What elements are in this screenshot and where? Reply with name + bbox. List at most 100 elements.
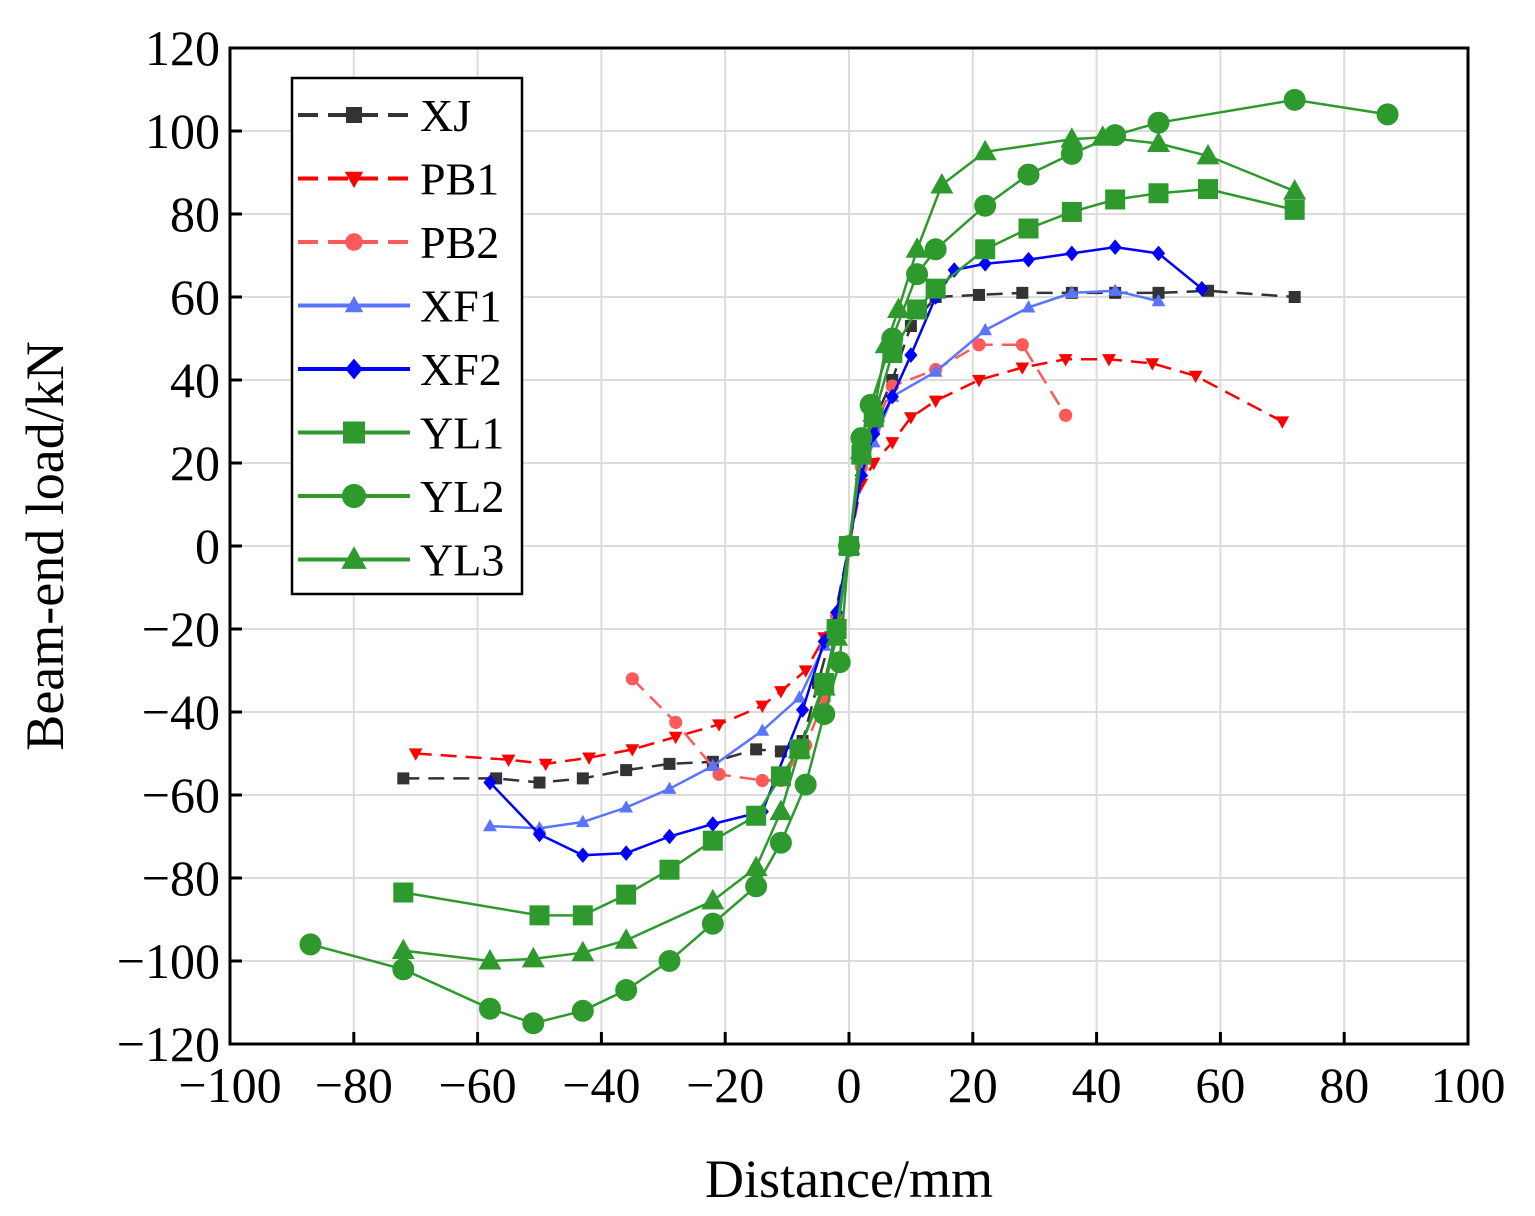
y-axis-title: Beam-end load/kN: [15, 341, 75, 750]
data-point: [701, 888, 725, 910]
x-tick-label: −100: [178, 1057, 281, 1113]
data-point: [702, 830, 723, 851]
data-point: [750, 743, 763, 756]
data-point: [669, 715, 683, 729]
data-point: [1016, 286, 1029, 299]
legend-label: PB1: [420, 154, 499, 205]
data-point: [1018, 218, 1039, 239]
legend-label: PB2: [420, 217, 499, 268]
legend-marker: [346, 107, 362, 123]
x-tick-label: 100: [1431, 1057, 1506, 1113]
data-point: [1060, 142, 1083, 165]
legend-item-yl3: YL3: [298, 535, 504, 586]
data-point: [1195, 280, 1209, 297]
data-point: [905, 237, 929, 258]
data-point: [924, 238, 947, 261]
data-point: [972, 338, 986, 352]
data-point: [947, 262, 961, 278]
data-point: [1017, 163, 1040, 186]
data-point: [391, 938, 415, 960]
y-tick-label: 120: [145, 20, 220, 76]
data-point: [1147, 131, 1170, 152]
data-point: [813, 703, 836, 726]
y-tick-label: −100: [117, 933, 220, 989]
y-tick-label: −120: [117, 1016, 220, 1072]
data-point: [837, 534, 861, 555]
legend-marker: [343, 421, 365, 444]
x-tick-label: 60: [1195, 1057, 1245, 1113]
series-group: [299, 88, 1399, 1035]
y-tick-label: 80: [170, 186, 220, 242]
data-point: [571, 940, 595, 962]
data-point: [1064, 285, 1079, 298]
data-point: [620, 764, 633, 777]
y-tick-label: −20: [142, 601, 220, 657]
data-point: [1283, 179, 1307, 200]
data-point: [659, 859, 680, 880]
data-point: [1148, 183, 1169, 204]
legend-item-xf1: XF1: [298, 281, 502, 332]
x-tick-label: 20: [948, 1057, 998, 1113]
x-tick-label: −60: [438, 1057, 516, 1113]
data-point: [1015, 362, 1030, 375]
data-point: [774, 686, 788, 699]
data-point: [972, 288, 985, 301]
data-point: [1021, 251, 1036, 268]
legend-item-xf2: XF2: [298, 344, 502, 395]
data-point: [614, 928, 638, 949]
data-point: [874, 332, 898, 354]
legend-item-yl1: YL1: [298, 408, 504, 459]
data-point: [1147, 111, 1170, 134]
data-point: [867, 426, 881, 442]
data-point: [522, 1012, 545, 1035]
data-point: [706, 816, 720, 832]
data-point: [538, 758, 553, 772]
x-axis-title: Distance/mm: [705, 1149, 993, 1209]
data-point: [1151, 245, 1166, 262]
data-point: [849, 438, 873, 460]
legend-marker: [341, 483, 367, 509]
data-point: [928, 364, 943, 377]
data-point: [904, 412, 918, 425]
data-point: [529, 905, 550, 926]
legend-box: [290, 76, 524, 596]
data-point: [1015, 338, 1029, 352]
y-tick-label: 60: [170, 269, 220, 325]
data-point: [1059, 408, 1073, 422]
data-point: [755, 723, 770, 736]
data-point: [792, 690, 807, 703]
data-point: [887, 297, 911, 318]
data-point: [744, 855, 768, 877]
data-point: [907, 299, 928, 320]
data-point: [798, 665, 813, 678]
legend-label: YL3: [420, 535, 504, 586]
x-tick-label: 80: [1319, 1057, 1369, 1113]
data-point: [615, 979, 638, 1002]
legend-marker: [341, 546, 367, 569]
data-point: [1108, 239, 1122, 255]
data-point: [662, 828, 677, 845]
legend-marker: [344, 295, 364, 313]
data-point: [1108, 283, 1123, 296]
data-point: [616, 884, 637, 905]
data-point: [662, 781, 677, 794]
data-point: [1275, 416, 1290, 429]
x-tick-label: −40: [562, 1057, 640, 1113]
data-point: [1021, 300, 1036, 313]
legend: XJ PB1 PB2 XF1 XF2 YL1 YL2 YL3: [290, 76, 524, 596]
data-point: [973, 139, 997, 161]
data-point: [533, 776, 546, 789]
y-tick-label: 100: [145, 103, 220, 159]
legend-label: XF2: [420, 344, 502, 395]
legend-marker: [345, 358, 363, 380]
data-point: [521, 946, 545, 968]
x-tick-label: 0: [837, 1057, 862, 1113]
data-point: [885, 388, 899, 405]
data-point: [862, 401, 886, 422]
y-tick-label: 20: [170, 435, 220, 491]
y-tick-label: −40: [142, 684, 220, 740]
data-point: [1151, 293, 1166, 307]
data-point: [745, 875, 768, 898]
data-point: [705, 758, 720, 772]
